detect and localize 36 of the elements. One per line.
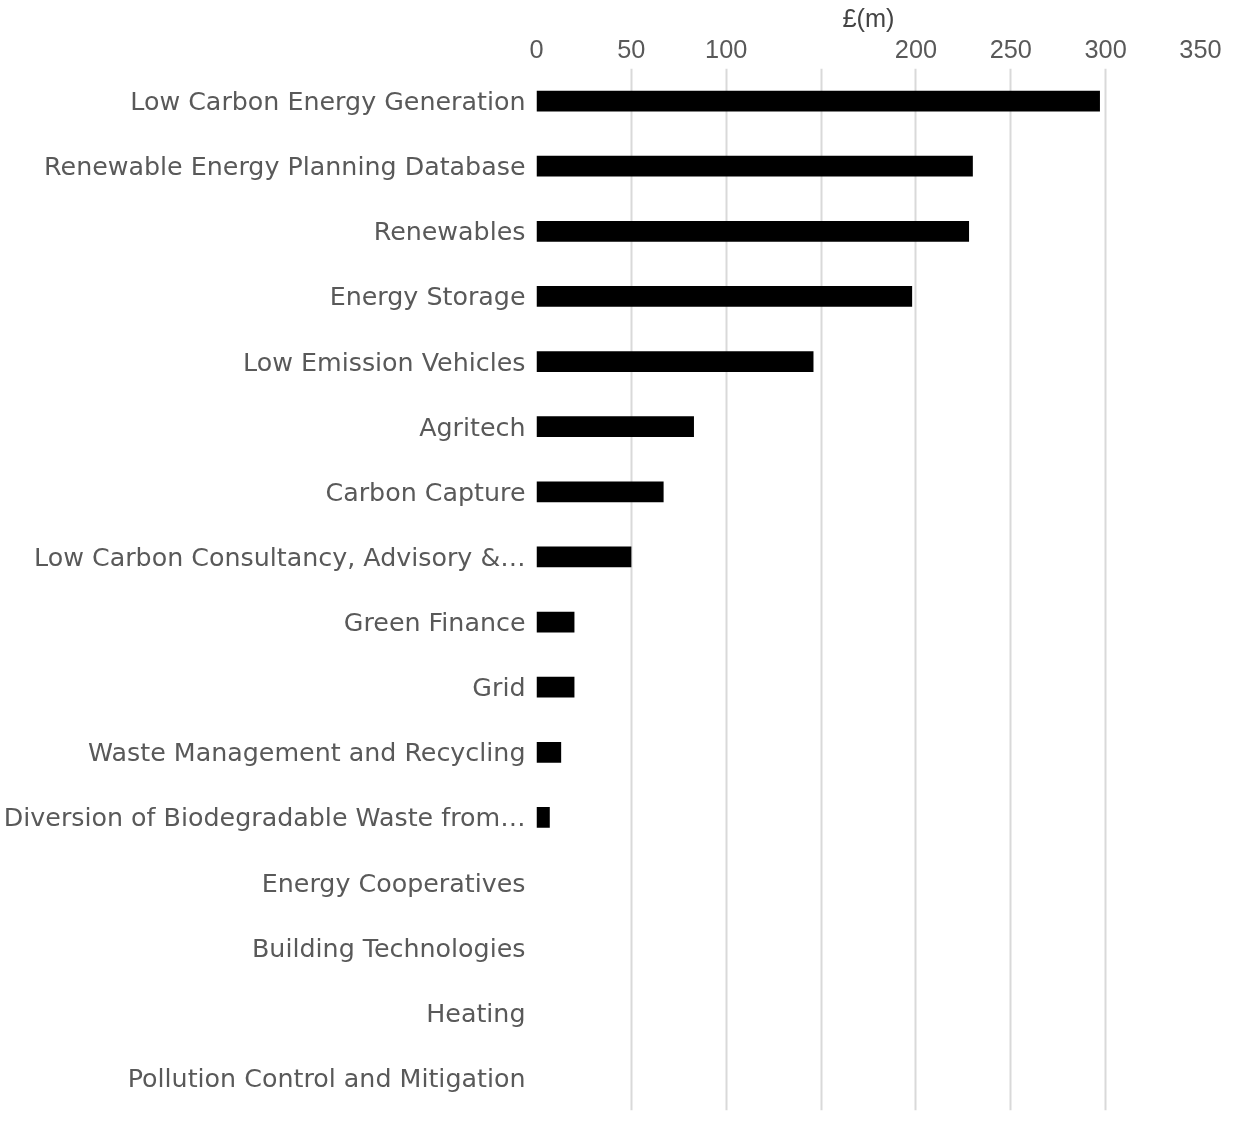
bar — [536, 351, 814, 372]
y-tick-label: Energy Cooperatives — [261, 867, 526, 898]
x-tick-label: 250 — [989, 34, 1032, 63]
y-tick-label: Low Carbon Energy Generation — [130, 86, 526, 117]
x-tick-label: 0 — [529, 34, 544, 63]
bar — [536, 155, 973, 177]
y-tick-label: Carbon Capture — [325, 476, 526, 507]
bar — [536, 546, 632, 568]
y-tick-label: Renewable Energy Planning Database — [44, 151, 526, 182]
x-tick-label: 300 — [1084, 34, 1127, 63]
x-tick-label: 100 — [705, 34, 748, 63]
bar — [536, 676, 575, 698]
y-tick-label: Grid — [472, 672, 526, 703]
bar — [536, 481, 664, 503]
y-tick-label: Low Carbon Consultancy, Advisory &… — [34, 541, 526, 572]
bar — [536, 286, 913, 307]
y-tick-label: Waste Management and Recycling — [88, 737, 526, 768]
y-tick-label: Heating — [426, 997, 526, 1028]
y-tick-label: Diversion of Biodegradable Waste from… — [3, 802, 526, 833]
y-tick-label: Building Technologies — [252, 932, 526, 963]
x-tick-label: 350 — [1179, 34, 1222, 63]
y-tick-label: Energy Storage — [329, 281, 526, 312]
bar — [536, 90, 1100, 112]
y-tick-label: Renewables — [373, 216, 526, 247]
bar — [536, 611, 575, 633]
x-tick-label: 50 — [617, 34, 646, 63]
bar — [536, 807, 550, 828]
y-tick-label: Green Finance — [343, 607, 526, 638]
y-tick-label: Agritech — [419, 411, 526, 442]
y-tick-label: Pollution Control and Mitigation — [127, 1062, 526, 1093]
bar — [536, 220, 970, 242]
y-tick-label: Low Emission Vehicles — [243, 346, 526, 377]
bar — [536, 741, 562, 763]
bar — [536, 416, 694, 438]
x-axis-title: £(m) — [842, 3, 895, 32]
x-tick-label: 200 — [894, 34, 938, 63]
